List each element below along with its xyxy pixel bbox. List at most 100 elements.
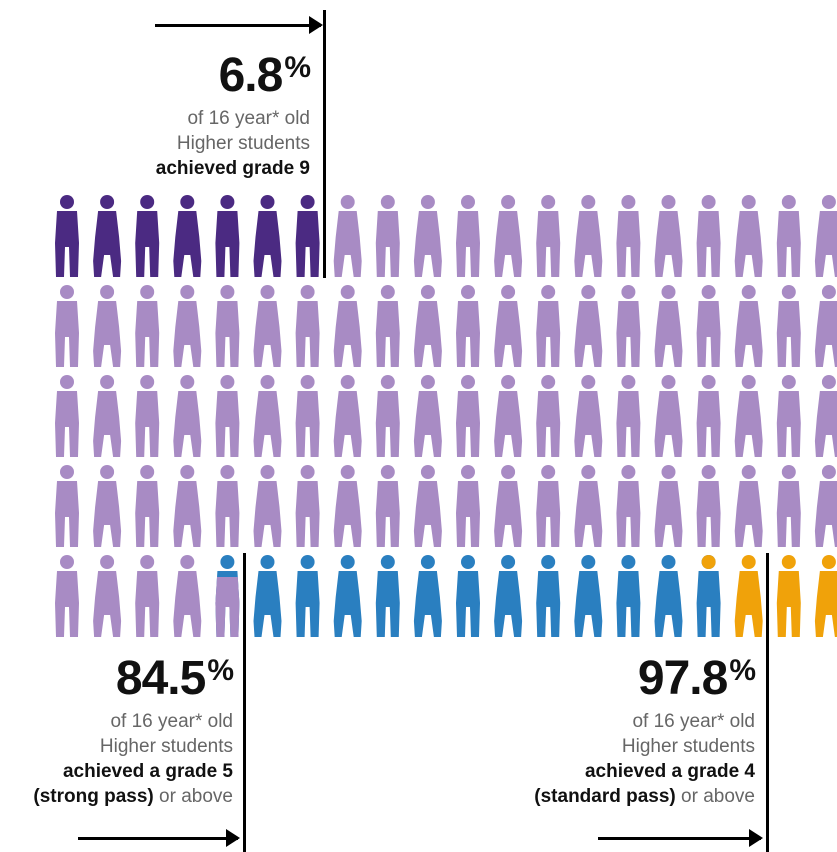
person-icon xyxy=(574,555,603,637)
person-icon xyxy=(55,375,79,457)
person-icon xyxy=(215,195,240,277)
person-icon xyxy=(574,285,603,367)
person-icon xyxy=(413,375,442,457)
person-icon xyxy=(494,465,523,547)
person-icon xyxy=(456,195,480,277)
person-icon xyxy=(574,195,603,277)
person-icon xyxy=(215,285,240,367)
person-icon xyxy=(215,555,240,637)
person-icon xyxy=(616,465,641,547)
person-icon xyxy=(93,285,122,367)
person-icon xyxy=(734,465,763,547)
grade9-arrow xyxy=(155,16,323,34)
person-icon xyxy=(536,555,561,637)
person-icon xyxy=(253,375,282,457)
grade9-line2: Higher students xyxy=(176,133,310,154)
person-icon xyxy=(173,465,202,547)
person-icon xyxy=(375,375,400,457)
person-icon xyxy=(173,195,202,277)
person-icon xyxy=(55,465,79,547)
person-icon xyxy=(93,195,122,277)
person-icon xyxy=(295,375,320,457)
person-icon xyxy=(173,555,202,637)
grade4-callout: 97.8% of 16 year* old Higher students ac… xyxy=(534,655,756,809)
person-icon xyxy=(734,555,763,637)
grade5-percentage: 84.5% xyxy=(115,652,234,705)
person-icon xyxy=(93,465,122,547)
grade9-line1: of 16 year* old xyxy=(187,108,310,129)
grade5-divider xyxy=(243,553,246,852)
person-icon xyxy=(135,285,160,367)
person-icon xyxy=(215,375,240,457)
person-icon xyxy=(253,465,282,547)
person-icon xyxy=(696,285,721,367)
person-icon xyxy=(333,195,362,277)
person-icon xyxy=(654,195,683,277)
person-icon xyxy=(456,555,480,637)
grade4-line1: of 16 year* old xyxy=(632,711,755,732)
person-icon xyxy=(413,195,442,277)
person-icon xyxy=(654,375,683,457)
person-icon xyxy=(456,285,480,367)
person-icon xyxy=(814,285,837,367)
person-icon xyxy=(55,195,79,277)
person-icon xyxy=(574,375,603,457)
grade5-arrow xyxy=(78,829,240,847)
person-icon xyxy=(696,465,721,547)
person-icon xyxy=(696,555,721,637)
person-icon xyxy=(456,465,480,547)
person-icon xyxy=(814,465,837,547)
person-icon xyxy=(295,285,320,367)
person-icon xyxy=(173,285,202,367)
grade9-line3: achieved grade 9 xyxy=(155,158,310,179)
person-icon xyxy=(295,195,320,277)
person-icon xyxy=(375,285,400,367)
person-icon xyxy=(253,195,282,277)
grade4-line2: Higher students xyxy=(621,736,755,757)
person-icon xyxy=(93,555,122,637)
person-icon xyxy=(654,465,683,547)
person-icon xyxy=(654,285,683,367)
person-icon xyxy=(333,465,362,547)
person-icon xyxy=(135,465,160,547)
person-icon xyxy=(494,285,523,367)
person-icon xyxy=(776,195,801,277)
person-icon xyxy=(375,465,400,547)
person-icon xyxy=(135,375,160,457)
person-icon xyxy=(494,555,523,637)
grade5-line3: achieved a grade 5 xyxy=(62,761,233,782)
person-icon xyxy=(616,555,641,637)
person-icon xyxy=(135,555,160,637)
person-icon xyxy=(375,555,400,637)
person-icon xyxy=(295,555,320,637)
person-icon xyxy=(253,555,282,637)
grade4-line4: (standard pass) or above xyxy=(534,786,755,807)
person-icon xyxy=(814,375,837,457)
person-icon xyxy=(734,375,763,457)
person-icon xyxy=(696,195,721,277)
person-icon xyxy=(536,375,561,457)
grade5-line4: (strong pass) or above xyxy=(33,786,233,807)
person-icon xyxy=(776,285,801,367)
person-icon xyxy=(413,285,442,367)
person-icon xyxy=(55,555,79,637)
person-icon xyxy=(333,375,362,457)
grade9-percentage: 6.8% xyxy=(218,49,311,102)
person-icon xyxy=(814,195,837,277)
person-icon xyxy=(696,375,721,457)
person-icon xyxy=(494,375,523,457)
person-icon xyxy=(734,285,763,367)
person-icon xyxy=(536,195,561,277)
person-icon xyxy=(413,555,442,637)
person-icon xyxy=(776,555,801,637)
person-icon xyxy=(616,375,641,457)
person-icon xyxy=(574,465,603,547)
person-icon xyxy=(55,285,79,367)
person-icon xyxy=(616,195,641,277)
person-icon xyxy=(413,465,442,547)
person-icon xyxy=(295,465,320,547)
person-icon xyxy=(456,375,480,457)
grade9-callout: 6.8% of 16 year* old Higher students ach… xyxy=(155,49,311,181)
person-icon xyxy=(734,195,763,277)
